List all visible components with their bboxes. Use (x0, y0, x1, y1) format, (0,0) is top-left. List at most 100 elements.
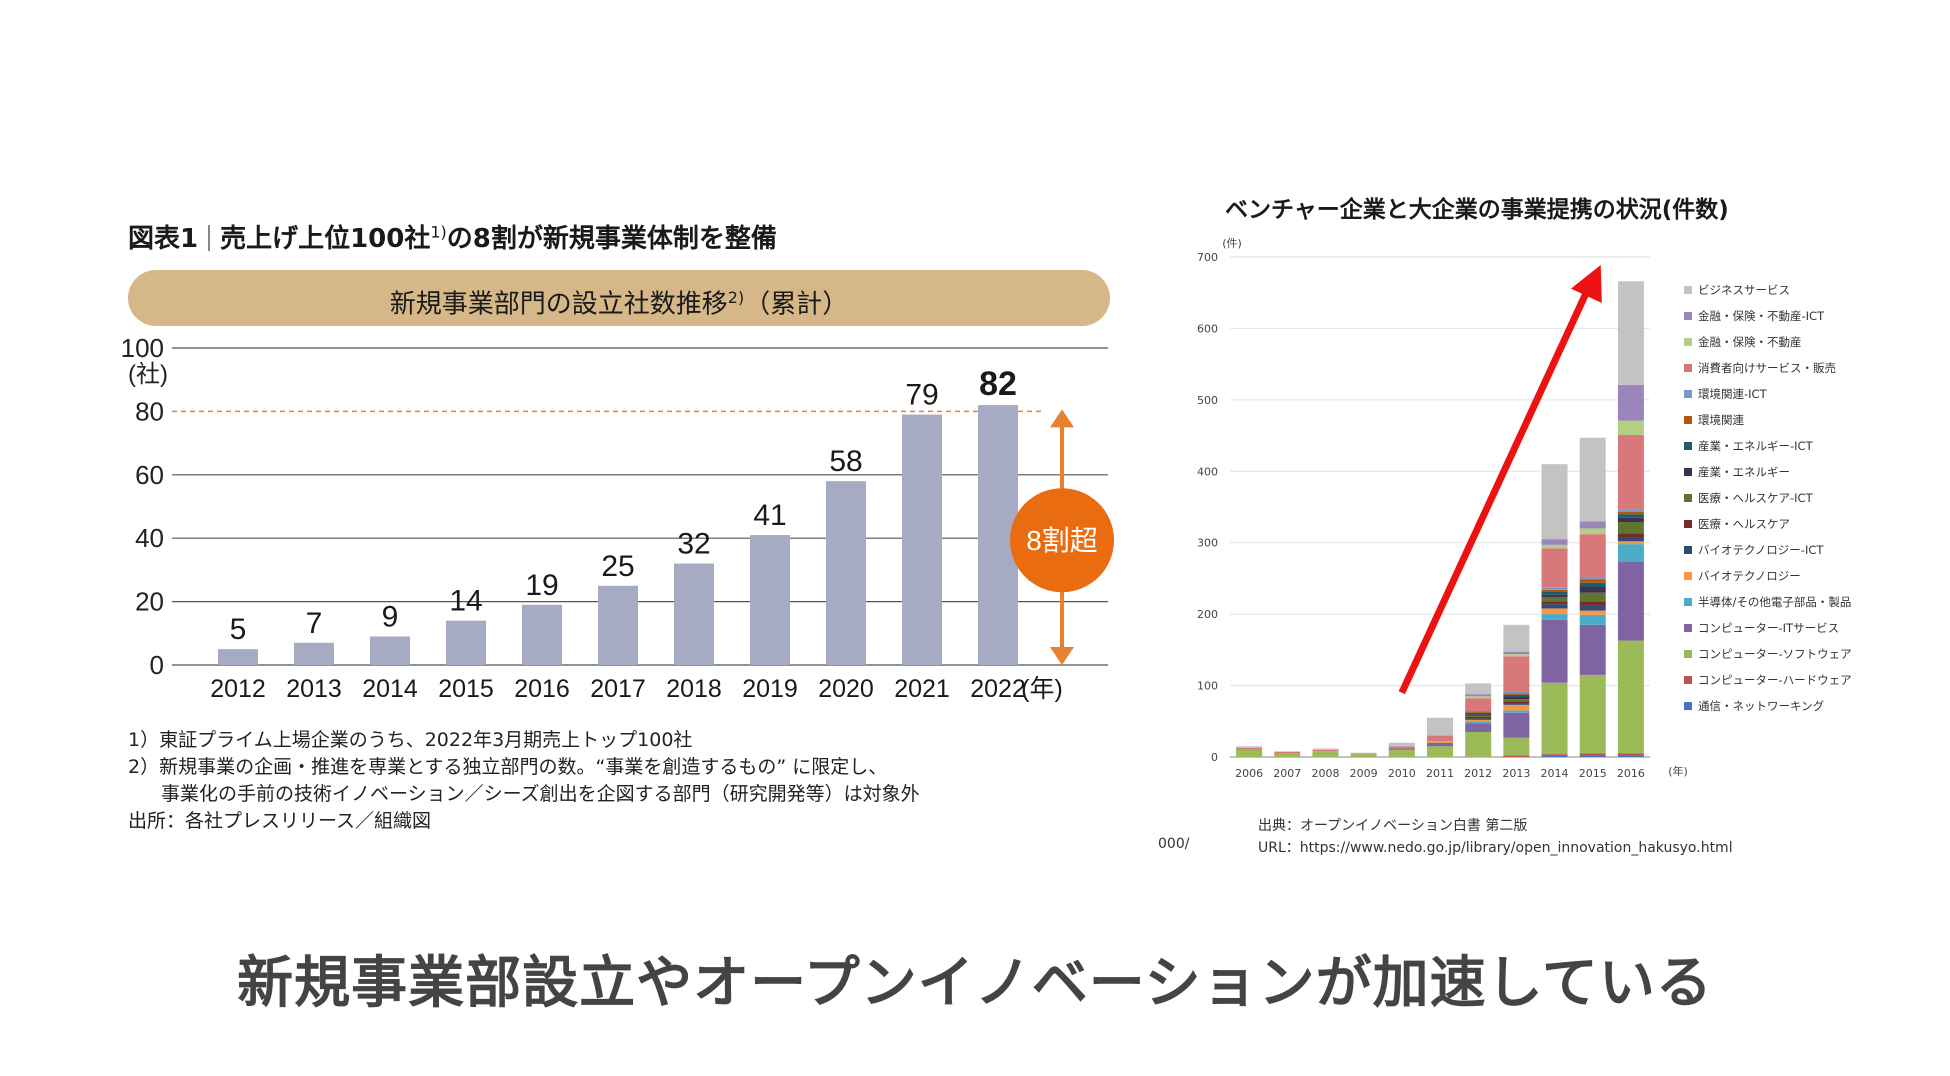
stack-2016-環境関連 (1617, 512, 1644, 515)
stack-2015-消費者向けサービス・販売 (1579, 534, 1606, 577)
annotation-label: 8割超 (1026, 525, 1098, 556)
x-tick-label: 2009 (1350, 767, 1378, 780)
x-tick-label: 2014 (1541, 767, 1569, 780)
x-tick-label: 2020 (818, 675, 874, 703)
legend-label: 環境関連-ICT (1698, 387, 1768, 401)
legend-swatch (1684, 364, 1692, 372)
data-label-2016: 19 (525, 569, 558, 602)
stack-2013-バイオテクノロジー-ICT (1503, 703, 1530, 705)
stack-2015-半導体/その他電子部品・製品 (1579, 614, 1606, 625)
y-tick-label: 20 (135, 587, 164, 617)
stack-2006-消費者向けサービス・販売 (1236, 747, 1263, 750)
stack-2012-半導体/その他電子部品・製品 (1465, 721, 1492, 724)
y-tick-label: 100 (1197, 680, 1218, 693)
y-tick-label: 40 (135, 523, 164, 553)
legend-swatch (1684, 390, 1692, 398)
x-tick-label: 2016 (1617, 767, 1645, 780)
stack-2016-産業・エネルギー-ICT (1617, 514, 1644, 518)
footnote-2: 2）新規事業の企画・推進を専業とする独立部門の数。“事業を創造するもの” に限定… (128, 756, 888, 778)
stack-2016-環境関連-ICT (1617, 509, 1644, 512)
legend-swatch (1684, 546, 1692, 554)
legend-label: コンピューター-ソフトウェア (1698, 647, 1852, 661)
stack-2015-環境関連-ICT (1579, 577, 1606, 580)
legend-swatch (1684, 572, 1692, 580)
legend-swatch (1684, 624, 1692, 632)
stack-2014-医療・ヘルスケア-ICT (1541, 597, 1568, 602)
stack-2013-コンピューター-ハードウェア (1503, 755, 1530, 757)
stack-2008-ビジネスサービス (1312, 748, 1339, 750)
legend-label: 医療・ヘルスケア-ICT (1698, 491, 1814, 505)
x-tick-label: 2018 (666, 675, 722, 703)
stack-2015-金融・保険・不動産-ICT (1579, 521, 1606, 529)
source-note: 出所：各社プレスリリース／組織図 (128, 810, 432, 832)
y-tick-label: 300 (1197, 537, 1218, 550)
stack-2015-コンピューター-ソフトウェア (1579, 674, 1606, 754)
stack-2011-コンピューター-ソフトウェア (1427, 746, 1453, 757)
stack-2013-半導体/その他電子部品・製品 (1503, 710, 1530, 713)
stack-2014-消費者向けサービス・販売 (1541, 548, 1568, 588)
figure-title-main: 売上げ上位100社 (220, 224, 431, 254)
legend-label: 医療・ヘルスケア (1698, 517, 1790, 531)
cropped-text-fragment: 000/ (1158, 836, 1190, 852)
y-tick-label: 200 (1197, 608, 1218, 621)
bar-2016 (522, 604, 562, 665)
stack-2011-消費者向けサービス・販売 (1427, 735, 1453, 742)
x-tick-label: 2013 (286, 675, 342, 703)
stack-2008-コンピューター-ソフトウェア (1312, 751, 1339, 757)
source-line: 出典：オープンイノベーション白書 第二版 (1258, 818, 1528, 834)
slide-caption: 新規事業部設立やオープンイノベーションが加速している (237, 951, 1713, 1016)
stack-2013-消費者向けサービス・販売 (1503, 656, 1530, 692)
data-label-2012: 5 (230, 613, 247, 646)
stack-2012-消費者向けサービス・販売 (1465, 698, 1492, 712)
legend-label: 通信・ネットワーキング (1698, 699, 1825, 713)
legend-swatch (1684, 338, 1692, 346)
stack-2014-環境関連-ICT (1541, 587, 1568, 590)
stack-2012-コンピューター-ITサービス (1465, 723, 1492, 732)
data-label-2017: 25 (601, 550, 634, 583)
figure-number: 図表1 (128, 224, 199, 254)
stack-2013-産業・エネルギー-ICT (1503, 694, 1530, 697)
legend-swatch (1684, 598, 1692, 606)
stack-2016-金融・保険・不動産-ICT (1617, 384, 1644, 421)
legend-label: コンピューター-ハードウェア (1698, 673, 1852, 687)
stack-2014-コンピューター-ハードウェア (1541, 754, 1568, 756)
data-label-2015: 14 (449, 585, 482, 618)
stack-2012-医療・ヘルスケア-ICT (1465, 715, 1492, 717)
x-tick-label: 2011 (1426, 767, 1454, 780)
stack-2015-バイオテクノロジー (1579, 610, 1606, 615)
y-axis-unit: (件) (1222, 237, 1242, 250)
stack-2010-コンピューター-ITサービス (1388, 748, 1415, 750)
x-tick-label: 2015 (438, 675, 494, 703)
data-label-2014: 9 (382, 600, 399, 633)
stack-2012-バイオテクノロジー-ICT (1465, 718, 1492, 720)
arrow-up-head (1050, 409, 1074, 428)
stack-2016-ビジネスサービス (1617, 281, 1644, 385)
bar-2020 (826, 481, 866, 665)
y-tick-label: 700 (1197, 251, 1218, 264)
y-tick-label: 0 (150, 650, 164, 680)
stack-2012-環境関連 (1465, 711, 1492, 713)
x-tick-label: 2013 (1502, 767, 1530, 780)
stack-2016-医療・ヘルスケア (1617, 533, 1644, 537)
stack-2007-ビジネスサービス (1274, 751, 1301, 752)
x-tick-label: 2016 (514, 675, 570, 703)
stack-2010-ビジネスサービス (1388, 742, 1415, 747)
x-tick-label: 2017 (590, 675, 646, 703)
legend-label: 産業・エネルギー-ICT (1698, 439, 1814, 453)
stack-2014-医療・ヘルスケア (1541, 601, 1568, 605)
arrow-down-head (1050, 647, 1074, 665)
y-tick-label: 80 (135, 396, 164, 426)
stack-2013-コンピューター-ソフトウェア (1503, 737, 1530, 756)
bar-2013 (294, 642, 334, 665)
bar-2019 (750, 535, 790, 665)
stack-2015-コンピューター-ハードウェア (1579, 753, 1606, 756)
stack-2015-環境関連 (1579, 579, 1606, 583)
stack-2014-バイオテクノロジー (1541, 608, 1568, 615)
stack-2016-バイオテクノロジー-ICT (1617, 537, 1644, 542)
stack-2013-バイオテクノロジー (1503, 704, 1530, 711)
legend-label: ビジネスサービス (1698, 283, 1790, 297)
stack-2016-消費者向けサービス・販売 (1617, 434, 1644, 510)
bar-2012 (218, 649, 258, 665)
stack-2013-ビジネスサービス (1503, 624, 1530, 652)
y-axis-unit: (社) (128, 361, 168, 388)
